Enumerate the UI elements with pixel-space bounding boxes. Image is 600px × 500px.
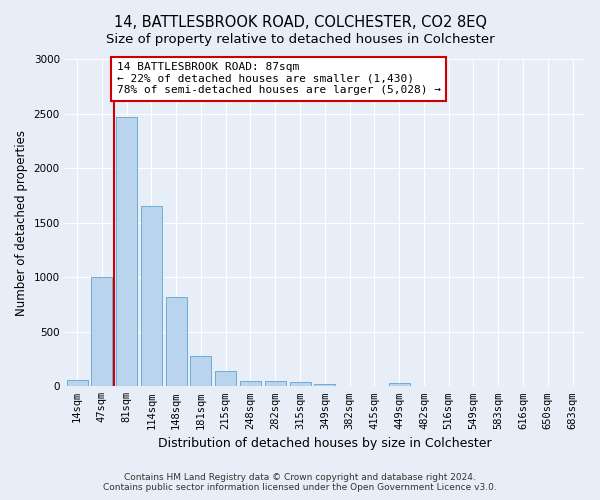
Bar (240, 381, 261, 386)
Bar (290, 382, 311, 386)
Bar (190, 356, 211, 386)
X-axis label: Distribution of detached houses by size in Colchester: Distribution of detached houses by size … (158, 437, 491, 450)
Bar (314, 384, 335, 386)
Bar (389, 383, 410, 386)
Bar (215, 371, 236, 386)
Text: Size of property relative to detached houses in Colchester: Size of property relative to detached ho… (106, 32, 494, 46)
Text: 14 BATTLESBROOK ROAD: 87sqm
← 22% of detached houses are smaller (1,430)
78% of : 14 BATTLESBROOK ROAD: 87sqm ← 22% of det… (117, 62, 441, 96)
Y-axis label: Number of detached properties: Number of detached properties (15, 130, 28, 316)
Bar (166, 297, 187, 386)
Text: 14, BATTLESBROOK ROAD, COLCHESTER, CO2 8EQ: 14, BATTLESBROOK ROAD, COLCHESTER, CO2 8… (113, 15, 487, 30)
Bar (91, 277, 112, 386)
Bar (265, 381, 286, 386)
Text: Contains HM Land Registry data © Crown copyright and database right 2024.
Contai: Contains HM Land Registry data © Crown c… (103, 473, 497, 492)
Bar (141, 206, 162, 386)
Bar (116, 117, 137, 386)
Bar (67, 380, 88, 386)
